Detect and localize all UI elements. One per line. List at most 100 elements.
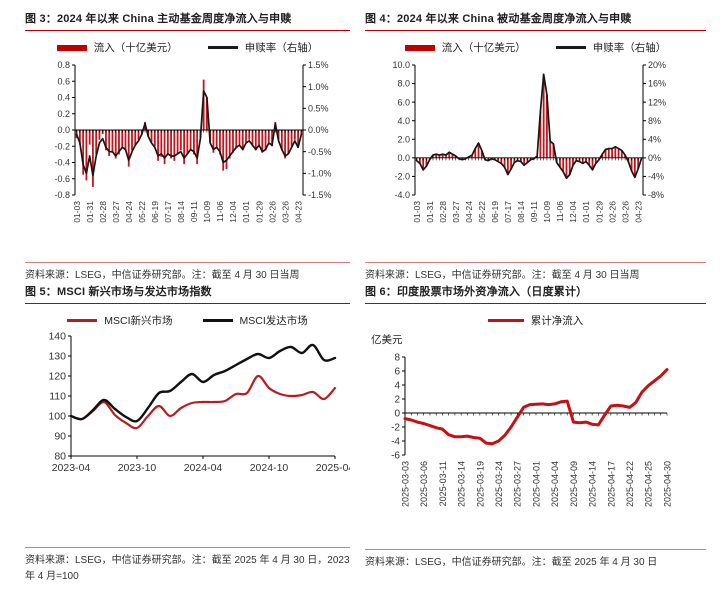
- figure6-legend: 累计净流入: [365, 313, 706, 328]
- svg-text:04-24: 04-24: [124, 201, 134, 223]
- svg-text:04-23: 04-23: [633, 201, 643, 223]
- legend-label: 申赎率（右轴）: [592, 42, 667, 54]
- figure5-legend: MSCI新兴市场 MSCI发达市场: [25, 313, 350, 328]
- svg-text:2025-03-03: 2025-03-03: [400, 461, 410, 507]
- svg-text:140: 140: [48, 331, 66, 343]
- svg-text:03-26: 03-26: [620, 201, 630, 223]
- svg-text:2025-04-01: 2025-04-01: [531, 461, 541, 507]
- f4-chart-svg: -4.0 -2.0 0.0 2.0 4.0 6.0 8.0 10.0 -8% -4% 0% 4% 8% 1…: [392, 60, 666, 223]
- svg-text:-0.5%: -0.5%: [308, 147, 332, 157]
- svg-text:2025-03-06: 2025-03-06: [419, 461, 429, 507]
- svg-text:1.5%: 1.5%: [308, 60, 329, 70]
- legend-item: 流入（十亿美元）: [56, 40, 178, 55]
- line-series: [69, 374, 337, 430]
- svg-text:10.0: 10.0: [392, 60, 410, 70]
- svg-text:-0.4: -0.4: [54, 158, 70, 168]
- svg-text:2025-04-25: 2025-04-25: [644, 461, 654, 507]
- svg-text:1.0%: 1.0%: [308, 82, 329, 92]
- svg-text:2025-03-24: 2025-03-24: [494, 461, 504, 507]
- f3-chart-svg: -0.8 -0.6 -0.4 -0.2 0.0 0.2 0.4 0.6 0.8 -1.5% -1.0…: [54, 60, 332, 223]
- svg-text:-0.2: -0.2: [54, 141, 70, 151]
- figure3-title: 图 3：2024 年以来 China 主动基金周度净流入与申赎: [25, 10, 350, 31]
- svg-text:2025-04: 2025-04: [316, 462, 350, 474]
- svg-text:-4.0: -4.0: [394, 190, 410, 200]
- figure4-panel: 图 4：2024 年以来 China 被动基金周度净流入与申赎 流入（十亿美元）…: [365, 10, 706, 283]
- svg-text:01-31: 01-31: [425, 201, 435, 223]
- figure3-source: 资料来源：LSEG，中信证券研究部。注：截至 4 月 30 日当周: [25, 261, 350, 284]
- figure6-source: 资料来源：LSEG，中信证券研究部。注：截至 2025 年 4 月 30 日: [365, 548, 706, 571]
- svg-text:11-06: 11-06: [555, 201, 565, 222]
- svg-text:02-28: 02-28: [98, 201, 108, 223]
- figure3-legend: 流入（十亿美元） 申赎率（右轴）: [25, 40, 350, 55]
- svg-text:4: 4: [394, 381, 400, 392]
- svg-text:-1.0%: -1.0%: [308, 168, 332, 178]
- svg-text:-4: -4: [391, 437, 400, 448]
- svg-text:2025-04-09: 2025-04-09: [569, 461, 579, 507]
- svg-text:80: 80: [54, 451, 66, 463]
- figure5-chart: 80 90 100 110 120 130 140 2023-04 2023-10 2024-04…: [25, 330, 350, 496]
- svg-text:01-29: 01-29: [594, 201, 604, 223]
- svg-text:08-14: 08-14: [176, 201, 186, 223]
- svg-text:-8%: -8%: [648, 190, 664, 200]
- figure5-panel: 图 5：MSCI 新兴市场与发达市场指数 MSCI新兴市场 MSCI发达市场 80…: [25, 283, 350, 584]
- svg-text:07-17: 07-17: [503, 201, 513, 223]
- svg-text:0.2: 0.2: [57, 109, 70, 119]
- legend-label: MSCI新兴市场: [104, 315, 173, 327]
- svg-text:0: 0: [394, 409, 400, 420]
- svg-text:2023-04: 2023-04: [52, 462, 91, 474]
- svg-text:06-19: 06-19: [490, 201, 500, 223]
- svg-text:8: 8: [394, 353, 400, 364]
- svg-text:0%: 0%: [648, 153, 661, 163]
- svg-text:2025-03-14: 2025-03-14: [457, 461, 467, 507]
- legend-label: MSCI发达市场: [239, 315, 308, 327]
- svg-text:6: 6: [394, 367, 400, 378]
- svg-text:11-06: 11-06: [215, 201, 225, 222]
- svg-text:2025-03-11: 2025-03-11: [438, 461, 448, 506]
- line-series: [415, 73, 643, 180]
- legend-item: MSCI新兴市场: [67, 313, 173, 328]
- figure6-unit-label: 亿美元: [371, 334, 403, 346]
- svg-text:4.0: 4.0: [397, 116, 410, 126]
- svg-text:6.0: 6.0: [397, 97, 410, 107]
- svg-text:0.5%: 0.5%: [308, 103, 329, 113]
- svg-text:02-26: 02-26: [267, 201, 277, 223]
- svg-text:2025-04-04: 2025-04-04: [550, 461, 560, 507]
- svg-text:04-24: 04-24: [464, 201, 474, 223]
- svg-text:2024-10: 2024-10: [250, 462, 289, 474]
- svg-text:06-19: 06-19: [150, 201, 160, 223]
- svg-text:130: 130: [48, 351, 66, 363]
- svg-text:0.8: 0.8: [57, 60, 70, 70]
- svg-text:4%: 4%: [648, 134, 661, 144]
- svg-text:110: 110: [49, 391, 66, 403]
- svg-text:12-04: 12-04: [568, 201, 578, 223]
- figure6-title: 图 6：印度股票市场外资净流入（日度累计）: [365, 283, 706, 304]
- legend-item: 申赎率（右轴）: [555, 40, 667, 55]
- legend-item: 累计净流入: [487, 313, 583, 328]
- legend-item: MSCI发达市场: [202, 313, 308, 328]
- svg-text:-0.6: -0.6: [54, 174, 70, 184]
- svg-text:01-01: 01-01: [581, 201, 591, 223]
- legend-item: 流入（十亿美元）: [404, 40, 526, 55]
- bar-swatch-icon: [404, 44, 435, 51]
- svg-text:-2: -2: [391, 423, 400, 434]
- svg-text:0.0%: 0.0%: [308, 125, 329, 135]
- svg-text:90: 90: [54, 431, 66, 443]
- svg-text:10-09: 10-09: [542, 201, 552, 223]
- svg-text:2: 2: [394, 395, 400, 406]
- svg-text:05-22: 05-22: [137, 201, 147, 223]
- svg-text:01-31: 01-31: [85, 201, 95, 223]
- figure6-chart: -6 -4 -2 0 2 4 6 8 2025-03-03 2025-03-06 2025-03-1…: [365, 349, 706, 533]
- svg-text:8.0: 8.0: [397, 79, 410, 89]
- svg-text:01-03: 01-03: [412, 201, 422, 223]
- svg-text:2025-04-14: 2025-04-14: [588, 461, 598, 507]
- line-series: [75, 90, 303, 177]
- svg-text:-2.0: -2.0: [394, 172, 410, 182]
- svg-text:2025-04-30: 2025-04-30: [662, 461, 672, 507]
- f5-chart-svg: 80 90 100 110 120 130 140 2023-04 2023-10 2024-04…: [48, 331, 350, 474]
- svg-text:03-27: 03-27: [111, 201, 121, 223]
- legend-item: 申赎率（右轴）: [207, 40, 318, 55]
- line-swatch-icon: [67, 319, 98, 322]
- svg-text:2025-03-27: 2025-03-27: [513, 461, 523, 507]
- figure3-panel: 图 3：2024 年以来 China 主动基金周度净流入与申赎 流入（十亿美元）…: [25, 10, 350, 283]
